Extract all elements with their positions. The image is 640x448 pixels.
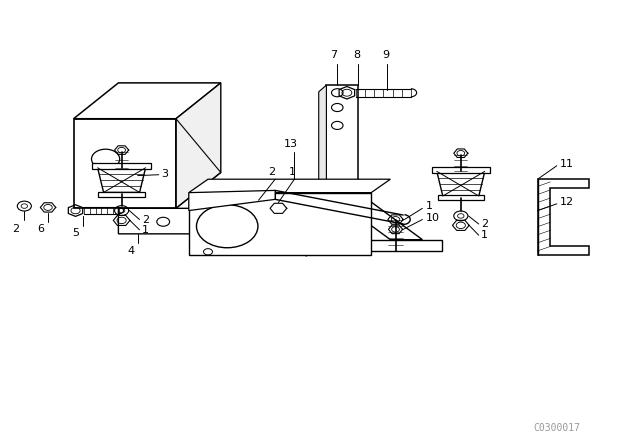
Text: 11: 11 xyxy=(560,159,574,168)
Text: 6: 6 xyxy=(37,224,44,234)
Text: 5: 5 xyxy=(72,228,79,238)
Bar xyxy=(438,195,484,200)
Text: 1: 1 xyxy=(289,167,296,177)
Text: 1: 1 xyxy=(142,225,149,235)
Polygon shape xyxy=(118,208,227,234)
Polygon shape xyxy=(306,240,314,256)
Polygon shape xyxy=(326,85,358,193)
Text: 13: 13 xyxy=(284,139,298,149)
Polygon shape xyxy=(74,83,221,119)
Text: 2: 2 xyxy=(142,215,149,224)
Text: 2: 2 xyxy=(12,224,20,234)
Bar xyxy=(432,167,490,173)
Text: 8: 8 xyxy=(353,50,360,60)
Bar xyxy=(99,191,145,197)
Polygon shape xyxy=(538,179,589,255)
Polygon shape xyxy=(437,172,485,196)
Text: 1: 1 xyxy=(481,230,488,240)
Polygon shape xyxy=(189,190,275,211)
Polygon shape xyxy=(319,85,326,199)
Polygon shape xyxy=(176,83,221,208)
Polygon shape xyxy=(314,240,442,251)
Text: 10: 10 xyxy=(426,213,440,223)
Text: C0300017: C0300017 xyxy=(533,423,580,433)
Polygon shape xyxy=(74,119,176,208)
Polygon shape xyxy=(189,193,371,255)
Polygon shape xyxy=(326,193,422,240)
Text: 12: 12 xyxy=(560,198,574,207)
Text: 9: 9 xyxy=(382,50,390,60)
Text: 2: 2 xyxy=(268,167,276,177)
Text: 7: 7 xyxy=(330,50,337,60)
Text: 4: 4 xyxy=(127,246,135,255)
Bar xyxy=(92,164,150,169)
Polygon shape xyxy=(189,179,390,193)
Text: 2: 2 xyxy=(481,219,488,229)
Polygon shape xyxy=(97,168,146,193)
Text: 3: 3 xyxy=(161,169,168,179)
Text: 1: 1 xyxy=(426,201,433,211)
